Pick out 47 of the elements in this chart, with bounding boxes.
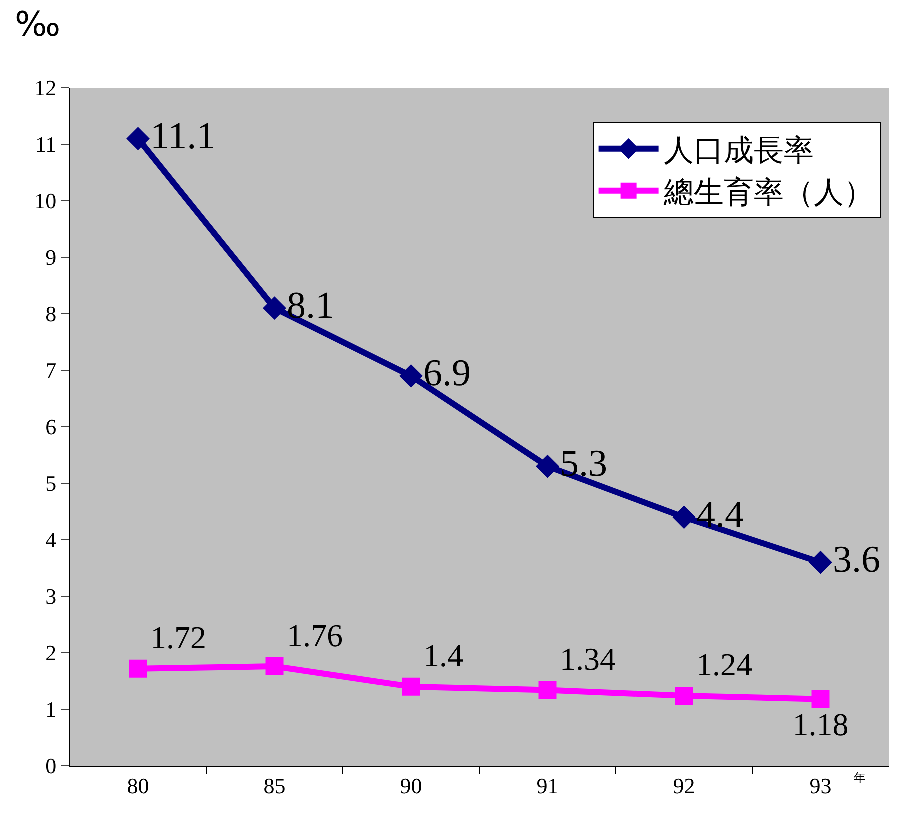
y-tick-label: 7 bbox=[46, 358, 57, 384]
y-tick-label: 3 bbox=[46, 584, 57, 610]
x-tick-label: 91 bbox=[536, 773, 559, 798]
y-tick-label: 6 bbox=[46, 414, 57, 440]
point bbox=[266, 658, 284, 676]
y-tick-label: 8 bbox=[46, 302, 57, 327]
data-label: 1.76 bbox=[287, 617, 343, 654]
x-tick-label: 85 bbox=[264, 773, 286, 798]
data-label: 8.1 bbox=[287, 284, 334, 327]
y-axis-title: ‰ bbox=[15, 5, 61, 45]
data-label: 1.72 bbox=[150, 620, 206, 656]
data-label: 1.24 bbox=[696, 646, 752, 683]
point bbox=[809, 550, 832, 574]
y-tick-label: 5 bbox=[46, 471, 57, 496]
data-label: 5.3 bbox=[560, 443, 608, 486]
point bbox=[129, 660, 148, 678]
x-tick-label: 93 bbox=[810, 773, 832, 798]
y-tick-label: 10 bbox=[34, 188, 57, 214]
y-tick-label: 2 bbox=[46, 640, 57, 666]
x-tick-label: 80 bbox=[127, 773, 150, 798]
data-label: 4.4 bbox=[696, 494, 744, 536]
point bbox=[126, 127, 150, 151]
x-tick-label: 90 bbox=[400, 773, 422, 798]
legend-label: 人口成長率 bbox=[664, 134, 814, 169]
data-label: 1.34 bbox=[560, 641, 616, 678]
point bbox=[536, 454, 560, 478]
point bbox=[402, 678, 420, 696]
data-label: 1.18 bbox=[792, 706, 849, 743]
data-label: 3.6 bbox=[833, 539, 880, 582]
y-tick-label: 12 bbox=[34, 76, 57, 101]
data-label: 1.4 bbox=[424, 638, 464, 674]
y-tick-label: 9 bbox=[46, 245, 57, 270]
data-label: 6.9 bbox=[424, 352, 471, 395]
point bbox=[672, 506, 696, 530]
x-axis-title: 年 bbox=[854, 771, 866, 785]
y-tick-label: 4 bbox=[46, 528, 57, 553]
point bbox=[812, 690, 830, 708]
y-tick-label: 1 bbox=[46, 697, 57, 722]
y-tick-label: 0 bbox=[46, 754, 57, 779]
x-tick-label: 92 bbox=[673, 773, 696, 798]
point bbox=[263, 296, 286, 320]
legend-label: 總生育率（人） bbox=[662, 176, 874, 211]
point bbox=[400, 364, 423, 388]
point bbox=[538, 681, 557, 700]
y-tick-label: 11 bbox=[35, 132, 57, 158]
data-label: 11.1 bbox=[150, 115, 216, 158]
point bbox=[675, 686, 694, 705]
